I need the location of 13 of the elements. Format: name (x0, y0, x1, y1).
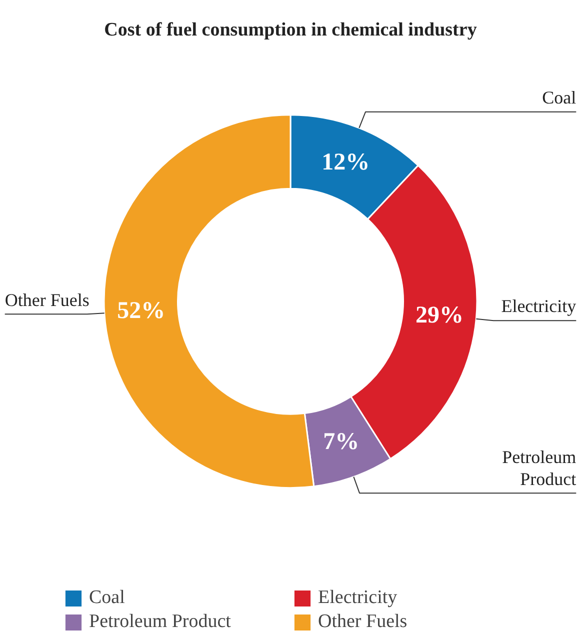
slice-label: Electricity (501, 296, 576, 316)
slice-label: Coal (542, 88, 576, 108)
chart-title: Cost of fuel consumption in chemical industry (104, 20, 478, 40)
slice-label: Other Fuels (4, 290, 90, 310)
data-label: 52% (117, 298, 166, 324)
data-label: 12% (322, 149, 370, 176)
data-label: 29% (415, 302, 464, 328)
legend-label: Electricity (318, 587, 398, 609)
slice-label: Petroleum Product (502, 446, 576, 489)
data-label: 7% (323, 429, 360, 456)
legend-label: Petroleum Product (89, 611, 232, 633)
legend-label: Coal (89, 587, 126, 609)
legend-label: Other Fuels (318, 611, 408, 633)
